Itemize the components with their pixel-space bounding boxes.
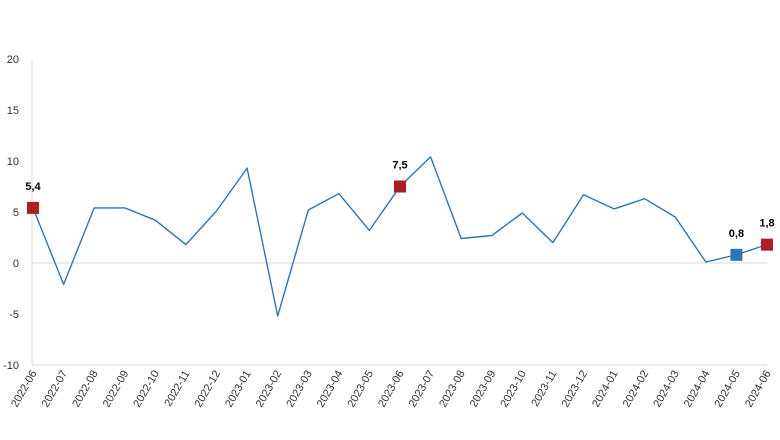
x-tick-label: 2023-01 [223, 369, 254, 410]
highlight-marker [730, 248, 743, 261]
x-tick-label: 2023-04 [315, 369, 346, 410]
y-tick-label: -10 [3, 360, 19, 372]
x-tick-label: 2023-03 [284, 369, 315, 410]
series-layer [32, 156, 768, 317]
data-label: 7,5 [392, 160, 407, 172]
x-axis: 2022-06 2022-07 2022-08 2022-09 2022-10 2022-… [9, 262, 774, 410]
x-tick-label: 2023-10 [498, 369, 529, 410]
x-tick-label: 2023-11 [529, 369, 559, 409]
x-tick-label: 2023-07 [407, 369, 438, 410]
x-tick-label: 2024-03 [651, 369, 682, 410]
x-tick-label: 2023-05 [345, 369, 376, 410]
x-tick-label: 2024-04 [682, 369, 713, 410]
data-label: 0,8 [729, 228, 744, 240]
x-tick-label: 2024-05 [712, 369, 743, 410]
x-tick-label: 2022-12 [193, 369, 224, 410]
x-tick-label: 2024-06 [743, 369, 774, 410]
x-tick-label: 2022-11 [162, 369, 192, 409]
highlight-marker [27, 201, 39, 214]
y-tick-label: 15 [7, 105, 19, 117]
x-tick-label: 2022-06 [9, 369, 40, 410]
x-tick-label: 2024-02 [621, 369, 652, 410]
x-tick-label: 2023-08 [437, 369, 468, 410]
y-tick-label: 0 [13, 258, 19, 270]
data-label: 5,4 [25, 181, 41, 193]
x-tick-label: 2024-01 [590, 369, 621, 410]
y-tick-label: 20 [7, 54, 19, 66]
x-tick-label: 2023-12 [560, 369, 591, 410]
marker-layer: 5,4 7,5 0,8 1,8 [25, 160, 775, 261]
y-tick-label: 10 [7, 156, 19, 168]
x-tick-label: 2022-08 [70, 369, 101, 410]
y-tick-label: 5 [13, 207, 19, 219]
highlight-marker [761, 238, 773, 251]
x-tick-label: 2022-07 [40, 369, 71, 410]
data-label: 1,8 [759, 218, 774, 230]
x-tick-label: 2022-09 [101, 369, 132, 410]
highlight-marker [394, 180, 406, 193]
x-tick-label: 2023-06 [376, 369, 407, 410]
x-tick-label: 2022-10 [131, 369, 162, 410]
x-tick-label: 2023-09 [468, 369, 499, 410]
x-tick-label: 2023-02 [254, 369, 285, 410]
y-tick-label: -5 [9, 309, 19, 321]
